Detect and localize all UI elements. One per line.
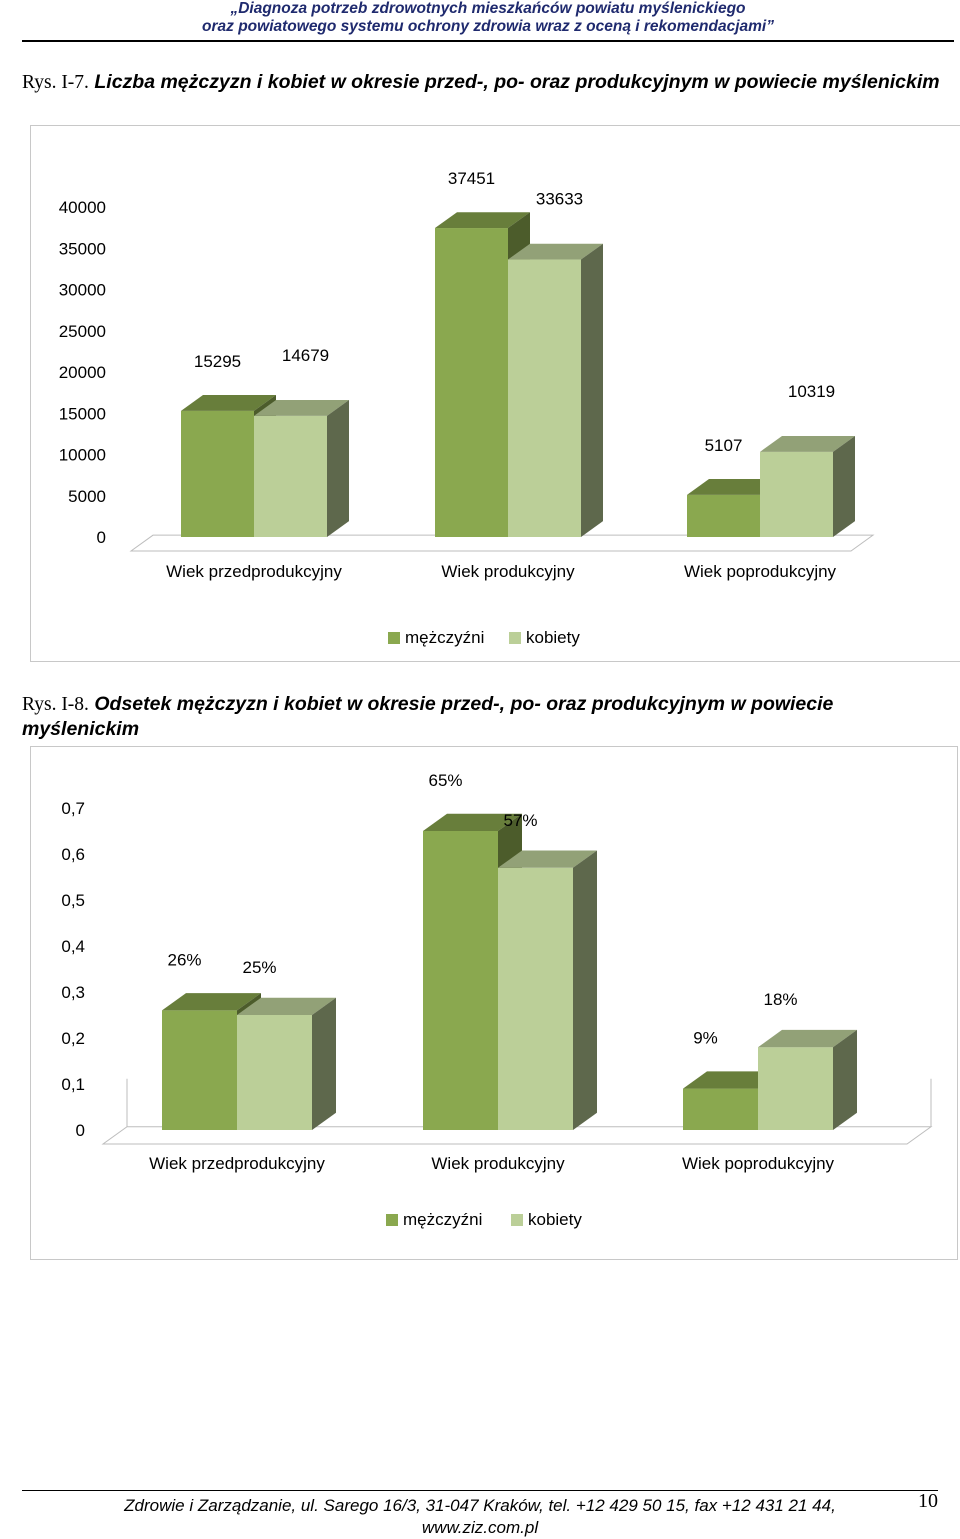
chart-1-bar-top <box>181 394 276 411</box>
chart-1-bar-front <box>435 228 508 538</box>
chart-2-y-tick-label: 0,7 <box>61 799 85 818</box>
chart-1-y-tick-label: 10000 <box>59 446 106 465</box>
header-line-2: oraz powiatowego systemu ochrony zdrowia… <box>202 18 774 35</box>
chart-2-legend-swatch <box>511 1214 523 1226</box>
chart-2-y-tick-label: 0,6 <box>61 845 85 864</box>
chart-2-y-tick-label: 0,1 <box>61 1075 85 1094</box>
chart-2-y-tick-label: 0 <box>76 1121 85 1140</box>
chart-1-data-label: 10319 <box>788 382 835 401</box>
chart-1-bar-top <box>687 479 782 495</box>
chart-1-bar-side <box>833 436 855 537</box>
chart-2-legend-label: kobiety <box>528 1210 582 1229</box>
chart-2-data-label: 26% <box>167 950 201 969</box>
document-footer: Zdrowie i Zarządzanie, ul. Sarego 16/3, … <box>22 1490 938 1539</box>
figure-2-title: Odsetek mężczyzn i kobiet w okresie prze… <box>22 693 834 740</box>
chart-1-bar-front <box>181 410 254 537</box>
footer-line-1: Zdrowie i Zarządzanie, ul. Sarego 16/3, … <box>124 1496 836 1515</box>
chart-2-data-label: 65% <box>428 771 462 790</box>
chart-1-y-tick-label: 0 <box>97 528 106 547</box>
chart-1-floor <box>129 534 875 552</box>
chart-1-data-label: 15295 <box>194 352 241 371</box>
chart-1-y-tick-label: 20000 <box>59 363 106 382</box>
chart-1-y-tick-label: 40000 <box>59 198 106 217</box>
chart-1-y-tick-label: 25000 <box>59 322 106 341</box>
chart-1-legend-swatch <box>388 632 400 644</box>
chart-1-y-tick-label: 15000 <box>59 404 106 423</box>
chart-2-legend-label: mężczyźni <box>403 1210 482 1229</box>
chart-1-frame: 0 5000 10000 15000 20000 25000 30000 35000 40000… <box>30 125 960 662</box>
footer-line-2: www.ziz.com.pl <box>421 1518 539 1537</box>
chart-2-y-tick-label: 0,3 <box>61 983 85 1002</box>
chart-2-y-tick-label: 0,4 <box>61 937 85 956</box>
chart-1-bar-front <box>508 259 581 537</box>
chart-2-y-tick-label: 0,2 <box>61 1029 85 1048</box>
chart-1-legend-swatch <box>509 632 521 644</box>
chart-2-bar-side <box>312 997 336 1130</box>
chart-1-bar-top <box>760 436 855 452</box>
chart-1-bar-front <box>760 451 833 537</box>
chart-1-y-tick-label: 5000 <box>68 487 106 506</box>
chart-1-bar-top <box>254 400 349 416</box>
figure-1-title: Liczba mężczyzn i kobiet w okresie przed… <box>94 71 940 93</box>
chart-2-bar-front <box>758 1047 833 1130</box>
chart-1-svg: 0 5000 10000 15000 20000 25000 30000 35000 40000… <box>59 169 875 647</box>
chart-2-bar-top <box>758 1029 857 1048</box>
figure-2-caption: Rys. I-8. Odsetek mężczyzn i kobiet w ok… <box>22 692 942 741</box>
figure-1-caption: Rys. I-7. Liczba mężczyzn i kobiet w okr… <box>22 70 942 95</box>
chart-2-category-label: Wiek przedprodukcyjny <box>149 1154 325 1173</box>
chart-2-bar-side <box>573 850 597 1130</box>
chart-2-bar-top <box>162 993 261 1011</box>
chart-1-bar-top <box>508 243 603 260</box>
chart-2-svg: 0 0,1 0,2 0,3 0,4 0,5 0,6 0,7 26% 25% Wiek przedpr… <box>61 771 933 1229</box>
chart-1-legend-label: mężczyźni <box>405 628 484 647</box>
figure-2-prefix: Rys. I-8. <box>22 694 89 715</box>
chart-1-data-label: 14679 <box>282 346 329 365</box>
chart-1-bar-side <box>581 243 603 537</box>
chart-2-bar-top <box>423 813 522 831</box>
chart-2-category-label: Wiek produkcyjny <box>431 1154 565 1173</box>
chart-1-bar-front <box>254 415 327 537</box>
chart-1-bar-side <box>327 400 349 537</box>
chart-1-data-label: 33633 <box>536 190 583 209</box>
document-header: „Diagnoza potrzeb zdrowotnych mieszkańcó… <box>22 0 954 42</box>
chart-2-data-label: 57% <box>503 811 537 830</box>
chart-2-bar-side <box>833 1029 857 1130</box>
chart-2-bar-top <box>683 1071 782 1089</box>
chart-2-category-label: Wiek poprodukcyjny <box>682 1154 835 1173</box>
chart-1-data-label: 5107 <box>705 436 743 455</box>
chart-2-bar-front <box>683 1088 758 1130</box>
chart-2-data-label: 9% <box>693 1029 718 1048</box>
figure-1-prefix: Rys. I-7. <box>22 72 89 93</box>
chart-2-bar-front <box>498 867 573 1130</box>
header-line-1: „Diagnoza potrzeb zdrowotnych mieszkańcó… <box>230 0 746 17</box>
chart-2-frame: 0 0,1 0,2 0,3 0,4 0,5 0,6 0,7 26% 25% Wiek przedpr… <box>30 746 958 1260</box>
chart-2-bar-front <box>162 1010 237 1130</box>
chart-1-bar-front <box>687 494 760 537</box>
chart-1-legend-label: kobiety <box>526 628 580 647</box>
chart-1-data-label: 37451 <box>448 169 495 188</box>
chart-1-category-label: Wiek przedprodukcyjny <box>166 562 342 581</box>
chart-2-bar-front <box>423 831 498 1130</box>
chart-1-y-tick-label: 35000 <box>59 239 106 258</box>
chart-2-bar-front <box>237 1015 312 1130</box>
chart-2-legend-swatch <box>386 1214 398 1226</box>
chart-1-category-label: Wiek produkcyjny <box>441 562 575 581</box>
chart-2-bar-top <box>498 850 597 868</box>
chart-1-y-tick-label: 30000 <box>59 281 106 300</box>
chart-1-bar-top <box>435 212 530 229</box>
chart-2-data-label: 18% <box>763 990 797 1009</box>
page-number: 10 <box>918 1490 938 1512</box>
chart-2-y-tick-label: 0,5 <box>61 891 85 910</box>
chart-2-data-label: 25% <box>242 958 276 977</box>
chart-1-category-label: Wiek poprodukcyjny <box>684 562 837 581</box>
chart-2-bar-top <box>237 997 336 1015</box>
